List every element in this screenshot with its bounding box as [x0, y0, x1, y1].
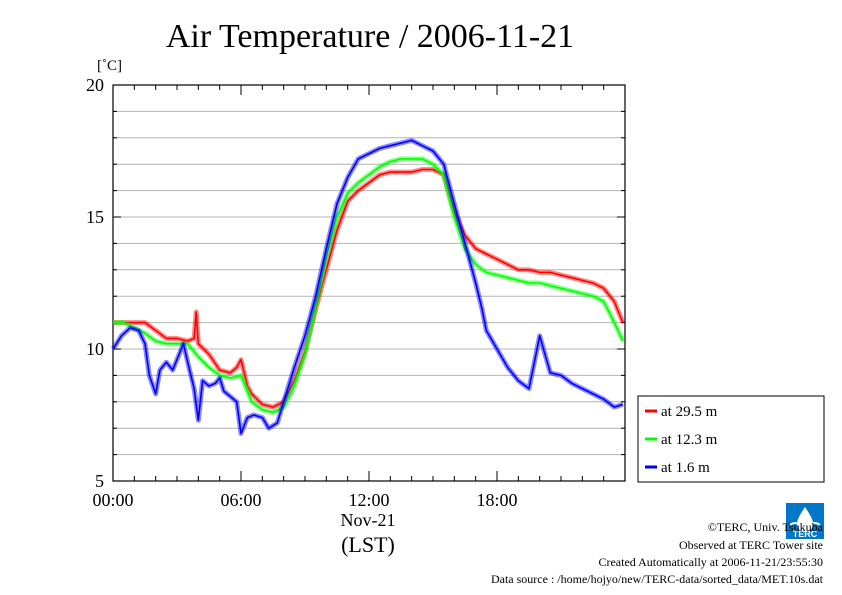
y-tick-label: 5 [95, 471, 104, 491]
x-sublabel: Nov-21 [341, 510, 396, 530]
y-unit-label: [˚C] [97, 58, 122, 74]
footer-source: Data source : /home/hojyo/new/TERC-data/… [491, 572, 824, 586]
series-line-2 [112, 139, 624, 435]
footer-observed: Observed at TERC Tower site [679, 538, 823, 552]
gridlines [113, 110, 625, 456]
logo-text: TERC [793, 529, 818, 539]
x-tick-label: 06:00 [220, 490, 261, 510]
legend: at 29.5 m at 12.3 m at 1.6 m [645, 404, 718, 476]
series-line-0 [113, 168, 624, 408]
legend-box [637, 395, 825, 483]
legend-label: at 29.5 m [661, 404, 718, 420]
y-axis: 5 10 15 20 [86, 75, 625, 491]
footer-copyright: ©TERC, Univ. Tsukuba [708, 520, 824, 534]
y-tick-label: 10 [86, 339, 104, 359]
x-tick-label: 00:00 [92, 490, 133, 510]
y-tick-label: 20 [86, 75, 104, 95]
y-tick-label: 15 [86, 207, 104, 227]
series-lines [110, 137, 626, 436]
legend-label: at 1.6 m [661, 460, 710, 476]
x-axis: 00:00 06:00 12:00 18:00 [92, 85, 626, 510]
x-tick-label: 18:00 [476, 490, 517, 510]
chart-title: Air Temperature / 2006-11-21 [166, 18, 574, 55]
terc-logo-icon: TERC [786, 503, 824, 539]
x-axis-label: (LST) [341, 532, 395, 557]
legend-label: at 12.3 m [661, 432, 718, 448]
series-line-1 [113, 158, 624, 414]
x-tick-label: 12:00 [348, 490, 389, 510]
footer-created: Created Automatically at 2006-11-21/23:5… [598, 555, 823, 569]
